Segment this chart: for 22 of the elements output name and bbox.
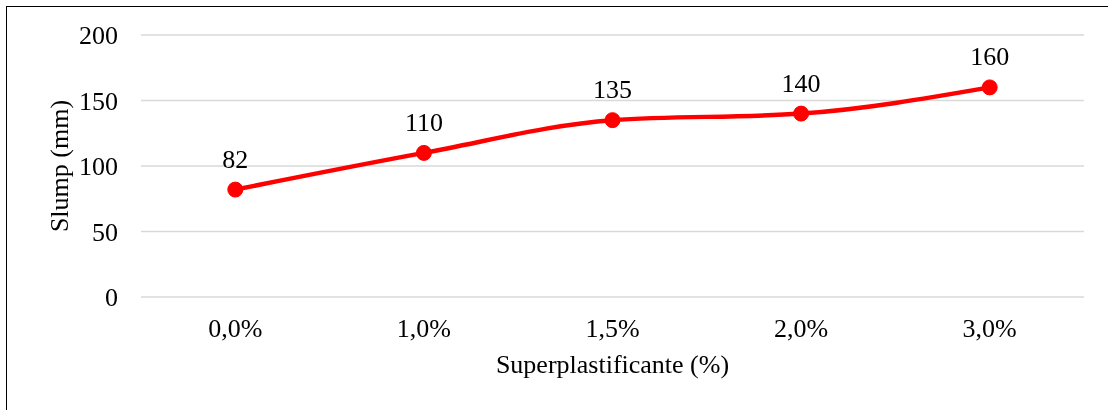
x-tick-label: 1,0% xyxy=(396,314,451,344)
x-tick-label: 0,0% xyxy=(208,314,263,344)
data-label: 110 xyxy=(404,107,443,137)
data-label: 160 xyxy=(970,42,1010,72)
x-tick-label: 1,5% xyxy=(585,314,640,344)
x-tick-label: 2,0% xyxy=(774,314,829,344)
point xyxy=(981,79,998,96)
point xyxy=(604,112,621,129)
point xyxy=(793,105,810,122)
y-tick-label: 200 xyxy=(79,21,118,51)
y-tick-label: 50 xyxy=(92,217,118,247)
data-label: 135 xyxy=(593,75,632,105)
data-label: 140 xyxy=(781,68,821,98)
x-axis-title: Superplastificante (%) xyxy=(495,350,730,379)
y-tick-label: 0 xyxy=(105,283,118,313)
x-tick-label: 3,0% xyxy=(962,314,1017,344)
data-label: 82 xyxy=(222,144,249,174)
y-tick-label: 100 xyxy=(79,152,118,182)
point xyxy=(415,144,432,161)
y-axis-title: Slump (mm) xyxy=(45,99,74,233)
point xyxy=(227,181,244,198)
y-tick-label: 150 xyxy=(79,86,118,116)
